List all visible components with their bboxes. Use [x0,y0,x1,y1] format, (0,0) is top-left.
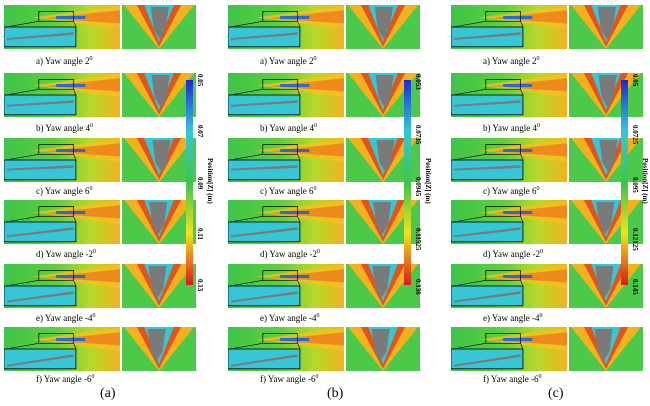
degree-superscript: 0 [91,374,95,380]
contour-panel [227,138,420,187]
degree-superscript: 0 [314,123,317,129]
colorbar [621,80,628,285]
contour-panel [3,200,196,249]
contour-panel [227,200,420,249]
contour-panel [450,264,643,313]
degree-superscript: 0 [536,56,540,62]
column-label: (b) [327,386,344,401]
contour-panel [227,264,420,313]
contour-panel [3,5,196,54]
panel-caption: f) Yaw angle -60 [260,374,319,384]
colorbar-tick: 0.053 [414,74,422,90]
panel-caption: e) Yaw angle -40 [260,313,320,323]
contour-panel [3,327,196,376]
caption-text: a) Yaw angle 2 [36,56,90,66]
colorbar-tick: 0.0735 [414,125,422,145]
colorbar-tick: 0.0945 [414,176,422,196]
panel-caption: b) Yaw angle 40 [483,123,540,133]
degree-superscript: 0 [540,249,543,255]
caption-text: f) Yaw angle -6 [36,374,92,384]
contour-panel [3,73,196,122]
caption-text: b) Yaw angle 4 [483,123,537,133]
panel-caption: a) Yaw angle 20 [483,56,540,66]
panel-caption: a) Yaw angle 20 [36,56,93,66]
degree-superscript: 0 [538,374,542,380]
colorbar-tick: 0.0725 [631,125,639,145]
column-label: (a) [100,386,116,401]
contour-panel [450,138,643,187]
colorbar-tick: 0.05 [631,74,639,87]
panel-caption: c) Yaw angle 60 [36,186,93,196]
caption-text: a) Yaw angle 2 [260,56,314,66]
caption-text: c) Yaw angle 6 [483,186,537,196]
colorbar-tick: 0.09 [196,176,204,189]
caption-text: b) Yaw angle 4 [36,123,90,133]
colorbar-tick: 0.095 [631,176,639,193]
degree-superscript: 0 [90,123,93,129]
degree-superscript: 0 [313,56,317,62]
contour-panel [450,200,643,249]
contour-panel [450,73,643,122]
degree-superscript: 0 [316,313,320,319]
contour-panel [3,264,196,313]
degree-superscript: 0 [93,249,96,255]
colorbar-title: Position[Z] (m) [206,158,214,204]
degree-superscript: 0 [537,123,540,129]
panel-caption: b) Yaw angle 40 [36,123,93,133]
degree-superscript: 0 [89,56,93,62]
colorbar-tick: 0.13 [196,279,204,292]
caption-text: d) Yaw angle -2 [483,249,540,259]
panel-caption: c) Yaw angle 60 [260,186,317,196]
degree-superscript: 0 [539,313,543,319]
colorbar-tick: 0.12125 [631,227,639,251]
caption-text: f) Yaw angle -6 [483,374,539,384]
colorbar [404,80,411,285]
colorbar-tick: 0.11 [196,227,204,240]
colorbar-tick: 0.145 [631,279,639,295]
caption-text: b) Yaw angle 4 [260,123,314,133]
caption-text: e) Yaw angle -4 [36,313,93,323]
colorbar-tick: 0.136 [414,279,422,295]
panel-caption: a) Yaw angle 20 [260,56,317,66]
panel-caption: d) Yaw angle -20 [260,249,320,259]
colorbar-tick: 0.11525 [414,227,422,251]
caption-text: d) Yaw angle -2 [36,249,93,259]
caption-text: d) Yaw angle -2 [260,249,317,259]
contour-panel [227,327,420,376]
caption-text: a) Yaw angle 2 [483,56,537,66]
degree-superscript: 0 [317,249,320,255]
caption-text: e) Yaw angle -4 [260,313,317,323]
colorbar-title: Position[Z] (m) [424,158,432,204]
contour-panel [450,327,643,376]
caption-text: e) Yaw angle -4 [483,313,540,323]
caption-text: c) Yaw angle 6 [260,186,314,196]
degree-superscript: 0 [536,186,540,192]
degree-superscript: 0 [92,313,96,319]
caption-text: f) Yaw angle -6 [260,374,316,384]
column-label: (c) [548,386,564,401]
degree-superscript: 0 [315,374,319,380]
panel-caption: b) Yaw angle 40 [260,123,317,133]
contour-panel [3,138,196,187]
contour-panel [450,5,643,54]
panel-caption: c) Yaw angle 60 [483,186,540,196]
panel-caption: e) Yaw angle -40 [483,313,543,323]
colorbar-tick: 0.07 [196,125,204,138]
colorbar-tick: 0.05 [196,74,204,87]
panel-caption: f) Yaw angle -60 [483,374,542,384]
degree-superscript: 0 [89,186,93,192]
panel-caption: d) Yaw angle -20 [483,249,543,259]
contour-panel [227,5,420,54]
panel-caption: e) Yaw angle -40 [36,313,96,323]
panel-caption: f) Yaw angle -60 [36,374,95,384]
degree-superscript: 0 [313,186,317,192]
contour-panel [227,73,420,122]
colorbar-title: Position[Z] (m) [641,158,649,204]
panel-caption: d) Yaw angle -20 [36,249,96,259]
caption-text: c) Yaw angle 6 [36,186,90,196]
colorbar [186,80,193,285]
